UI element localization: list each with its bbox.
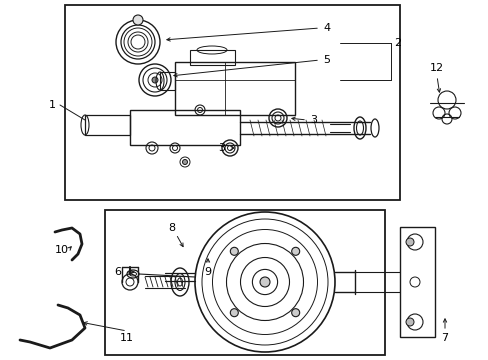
- Text: 3: 3: [218, 143, 225, 153]
- Circle shape: [291, 309, 299, 317]
- Bar: [399, 227, 434, 337]
- Circle shape: [152, 77, 158, 83]
- Text: 3: 3: [310, 115, 317, 125]
- Text: 6: 6: [114, 267, 121, 277]
- Text: 7: 7: [441, 333, 447, 343]
- Text: 5: 5: [323, 55, 330, 65]
- Text: 12: 12: [429, 63, 443, 73]
- Text: 10: 10: [55, 245, 69, 255]
- Bar: [130, 110, 240, 145]
- Text: 8: 8: [168, 223, 175, 233]
- Circle shape: [260, 277, 269, 287]
- Text: 1: 1: [48, 100, 55, 110]
- Bar: [190, 50, 235, 65]
- Circle shape: [405, 318, 413, 326]
- Bar: [65, 5, 399, 200]
- Text: 9: 9: [204, 267, 211, 277]
- Circle shape: [230, 309, 238, 317]
- Circle shape: [182, 159, 187, 165]
- Text: 4: 4: [323, 23, 330, 33]
- Circle shape: [230, 247, 238, 255]
- Bar: [160, 72, 175, 90]
- Circle shape: [291, 247, 299, 255]
- Circle shape: [405, 238, 413, 246]
- Circle shape: [133, 15, 142, 25]
- Bar: [105, 210, 384, 355]
- Bar: [85, 115, 130, 135]
- Text: 11: 11: [120, 333, 134, 343]
- Bar: [175, 62, 294, 115]
- Text: 2: 2: [394, 38, 401, 48]
